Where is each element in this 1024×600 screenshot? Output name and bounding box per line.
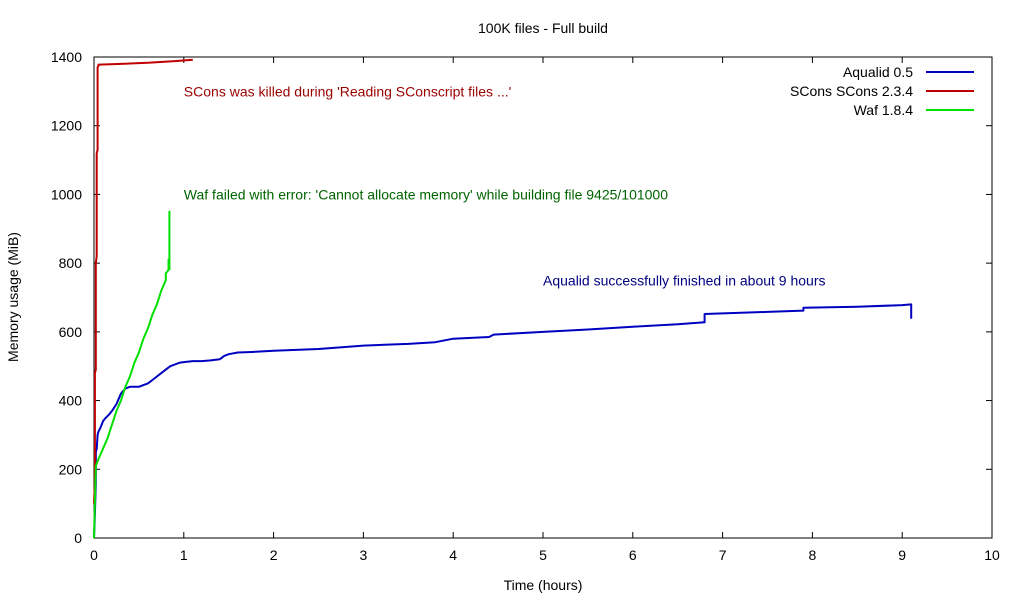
y-axis-label: Memory usage (MiB): [5, 232, 21, 362]
annotation-1: SCons was killed during 'Reading SConscr…: [184, 83, 512, 99]
y-tick-label: 800: [59, 255, 83, 271]
y-tick-label: 1000: [51, 186, 82, 202]
y-tick-label: 400: [59, 393, 83, 409]
legend-label-2: SCons SCons 2.3.4: [790, 83, 913, 99]
y-tick-label: 0: [74, 530, 82, 546]
y-axis: 0 200 400 600 800 1000 1200 1400: [51, 49, 992, 546]
x-tick-label: 9: [898, 547, 906, 563]
x-tick-label: 6: [629, 547, 637, 563]
y-tick-label: 1400: [51, 49, 82, 65]
series-line-2: [93, 58, 193, 504]
x-tick-label: 10: [984, 547, 1000, 563]
annotation-3: Aqualid successfully finished in about 9…: [543, 272, 826, 288]
legend-label-3: Waf 1.8.4: [854, 102, 914, 118]
series-line-1: [93, 303, 913, 539]
y-tick-label: 600: [59, 324, 83, 340]
annotations: SCons was killed during 'Reading SConscr…: [184, 83, 826, 288]
x-tick-label: 5: [539, 547, 547, 563]
x-axis-label: Time (hours): [504, 577, 583, 593]
legend: Aqualid 0.5 SCons SCons 2.3.4 Waf 1.8.4: [790, 64, 974, 118]
series-lines: [93, 58, 913, 539]
x-tick-label: 7: [719, 547, 727, 563]
y-tick-label: 200: [59, 461, 83, 477]
x-tick-label: 2: [270, 547, 278, 563]
x-tick-label: 3: [360, 547, 368, 563]
x-tick-label: 8: [809, 547, 817, 563]
x-tick-label: 1: [180, 547, 188, 563]
plot-frame: [93, 56, 993, 539]
legend-label-1: Aqualid 0.5: [843, 64, 913, 80]
x-tick-label: 0: [90, 547, 98, 563]
annotation-2: Waf failed with error: 'Cannot allocate …: [184, 186, 668, 202]
x-tick-label: 4: [449, 547, 457, 563]
y-tick-label: 1200: [51, 118, 82, 134]
chart-title: 100K files - Full build: [478, 20, 608, 36]
series-line-3: [93, 210, 171, 539]
x-axis: 0 1 2 3 4 5 6 7 8 9 10: [90, 57, 1000, 563]
